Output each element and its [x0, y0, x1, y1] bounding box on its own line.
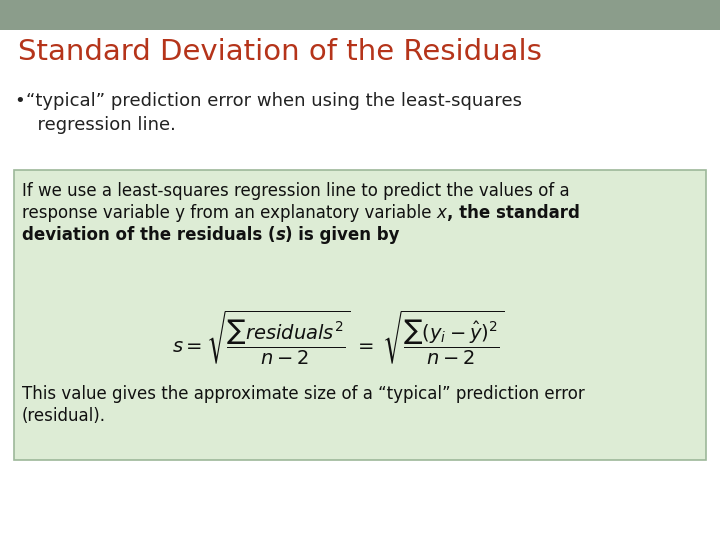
Text: , the standard: , the standard — [446, 204, 580, 222]
Text: Standard Deviation of the Residuals: Standard Deviation of the Residuals — [18, 38, 542, 66]
Text: ) is given by: ) is given by — [285, 226, 400, 244]
Text: (residual).: (residual). — [22, 407, 106, 425]
Text: “typical” prediction error when using the least-squares
  regression line.: “typical” prediction error when using th… — [26, 92, 522, 133]
Text: If we use a least-squares regression line to predict the values of a: If we use a least-squares regression lin… — [22, 182, 570, 200]
Text: x: x — [437, 204, 446, 222]
Text: response variable y from an explanatory variable: response variable y from an explanatory … — [22, 204, 437, 222]
Text: •: • — [14, 92, 24, 110]
Bar — [0, 0, 720, 30]
Text: deviation of the residuals (: deviation of the residuals ( — [22, 226, 276, 244]
Text: s: s — [276, 226, 285, 244]
Text: This value gives the approximate size of a “typical” prediction error: This value gives the approximate size of… — [22, 385, 585, 403]
FancyBboxPatch shape — [14, 170, 706, 460]
Text: $s = \sqrt{\dfrac{\sum \mathit{residuals}^2}{n-2}} \; = \; \sqrt{\dfrac{\sum(y_i: $s = \sqrt{\dfrac{\sum \mathit{residuals… — [172, 309, 505, 367]
